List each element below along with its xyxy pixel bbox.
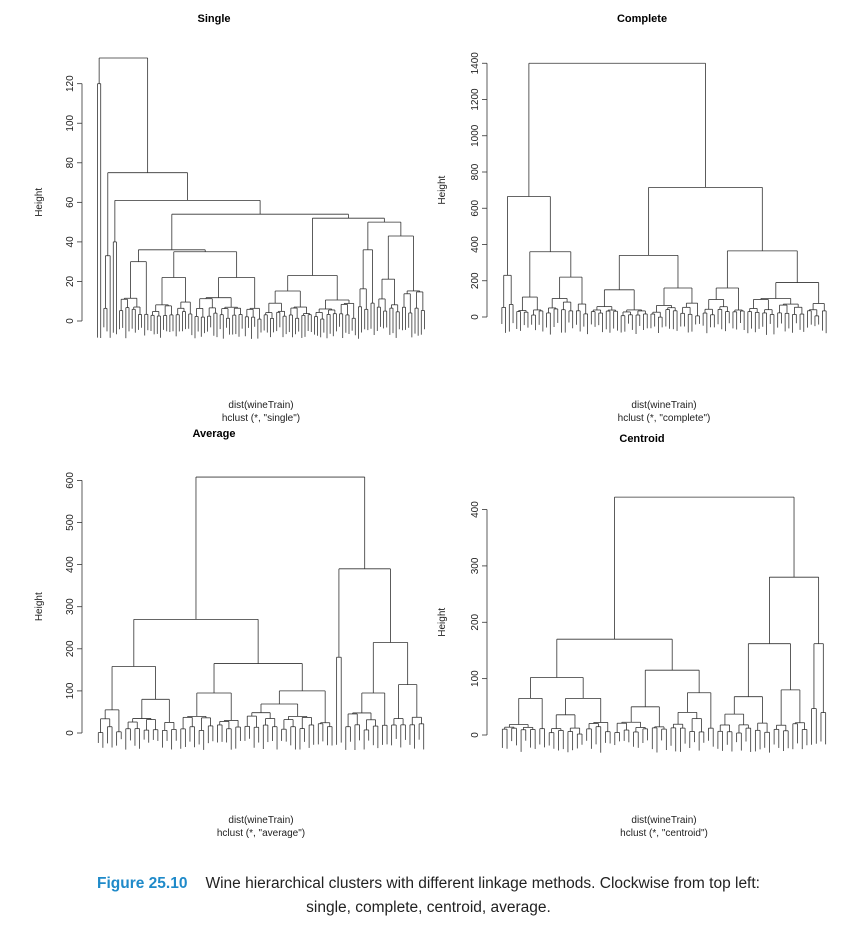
- dendrogram-single: Single 0 20 40 60 80 100 120 Height dist(wineTrai…: [34, 13, 425, 424]
- y-tick-label: 200: [470, 613, 481, 630]
- chart-title: Single: [197, 13, 230, 25]
- chart-title: Complete: [617, 13, 667, 25]
- y-tick-label: 100: [65, 114, 76, 131]
- dendrogram-average-panel: Average 0 100 200 300 400 500 600 Height dist(win…: [0, 420, 428, 850]
- dendrogram-tree: [501, 496, 827, 753]
- y-tick-label: 400: [470, 501, 481, 518]
- y-tick-label: 500: [65, 514, 76, 531]
- y-axis-label: Height: [34, 188, 45, 217]
- y-tick-label: 1000: [470, 124, 481, 147]
- y-tick-label: 800: [470, 163, 481, 180]
- dendrogram-centroid-panel: Centroid 0 100 200 300 400 Height dist(wineTrai…: [428, 420, 857, 850]
- figure-caption: Figure 25.10 Wine hierarchical clusters w…: [0, 872, 857, 920]
- y-tick-label: 300: [470, 557, 481, 574]
- x-axis-sublabel: hclust (*, "single"): [222, 413, 300, 424]
- x-axis-label: dist(wineTrain): [631, 815, 696, 826]
- x-axis-label: dist(wineTrain): [228, 400, 293, 411]
- y-tick-label: 400: [470, 236, 481, 253]
- x-axis-sublabel: hclust (*, "complete"): [618, 413, 711, 424]
- dendrogram-tree: [501, 62, 827, 335]
- y-axis-label: Height: [34, 592, 45, 621]
- x-axis-sublabel: hclust (*, "average"): [217, 828, 305, 839]
- y-tick-label: 0: [65, 730, 76, 736]
- y-tick-label: 0: [65, 318, 76, 324]
- y-tick-label: 0: [470, 314, 481, 320]
- figure-label: Figure 25.10: [97, 875, 188, 892]
- chart-title: Average: [192, 428, 235, 440]
- y-tick-label: 60: [65, 196, 76, 208]
- caption-text-1: Wine hierarchical clusters with differen…: [205, 875, 760, 892]
- y-tick-label: 80: [65, 157, 76, 169]
- caption-line-1: Figure 25.10 Wine hierarchical clusters w…: [0, 872, 857, 896]
- dendrogram-single-panel: Single 0 20 40 60 80 100 120 Height dist(wineTrai…: [0, 0, 428, 430]
- y-tick-label: 40: [65, 236, 76, 248]
- dendrogram-complete-panel: Complete 0 200 400 600 800 1000 1200 1400 Height d…: [428, 0, 857, 430]
- y-tick-label: 300: [65, 598, 76, 615]
- caption-text-2: single, complete, centroid, average.: [306, 899, 551, 916]
- y-tick-label: 100: [65, 682, 76, 699]
- y-tick-label: 120: [65, 75, 76, 92]
- y-axis-label: Height: [437, 175, 448, 204]
- y-tick-label: 600: [65, 472, 76, 489]
- chart-title: Centroid: [619, 433, 664, 445]
- y-tick-label: 100: [470, 670, 481, 687]
- y-tick-label: 200: [65, 640, 76, 657]
- dendrogram-complete: Complete 0 200 400 600 800 1000 1200 1400 Height d…: [437, 13, 827, 424]
- y-tick-label: 1400: [470, 52, 481, 75]
- y-tick-label: 600: [470, 199, 481, 216]
- dendrogram-centroid: Centroid 0 100 200 300 400 Height dist(wineTrai…: [437, 433, 827, 839]
- dendrogram-tree: [97, 476, 425, 751]
- x-axis-label: dist(wineTrain): [631, 400, 696, 411]
- y-axis-label: Height: [437, 608, 448, 637]
- x-axis-sublabel: hclust (*, "centroid"): [620, 828, 708, 839]
- y-tick-label: 200: [470, 272, 481, 289]
- y-tick-label: 1200: [470, 88, 481, 111]
- x-axis-label: dist(wineTrain): [228, 815, 293, 826]
- dendrogram-average: Average 0 100 200 300 400 500 600 Height dist(win…: [34, 428, 425, 839]
- y-tick-label: 20: [65, 275, 76, 287]
- dendrogram-tree: [97, 57, 425, 339]
- y-tick-label: 400: [65, 556, 76, 573]
- y-tick-label: 0: [470, 732, 481, 738]
